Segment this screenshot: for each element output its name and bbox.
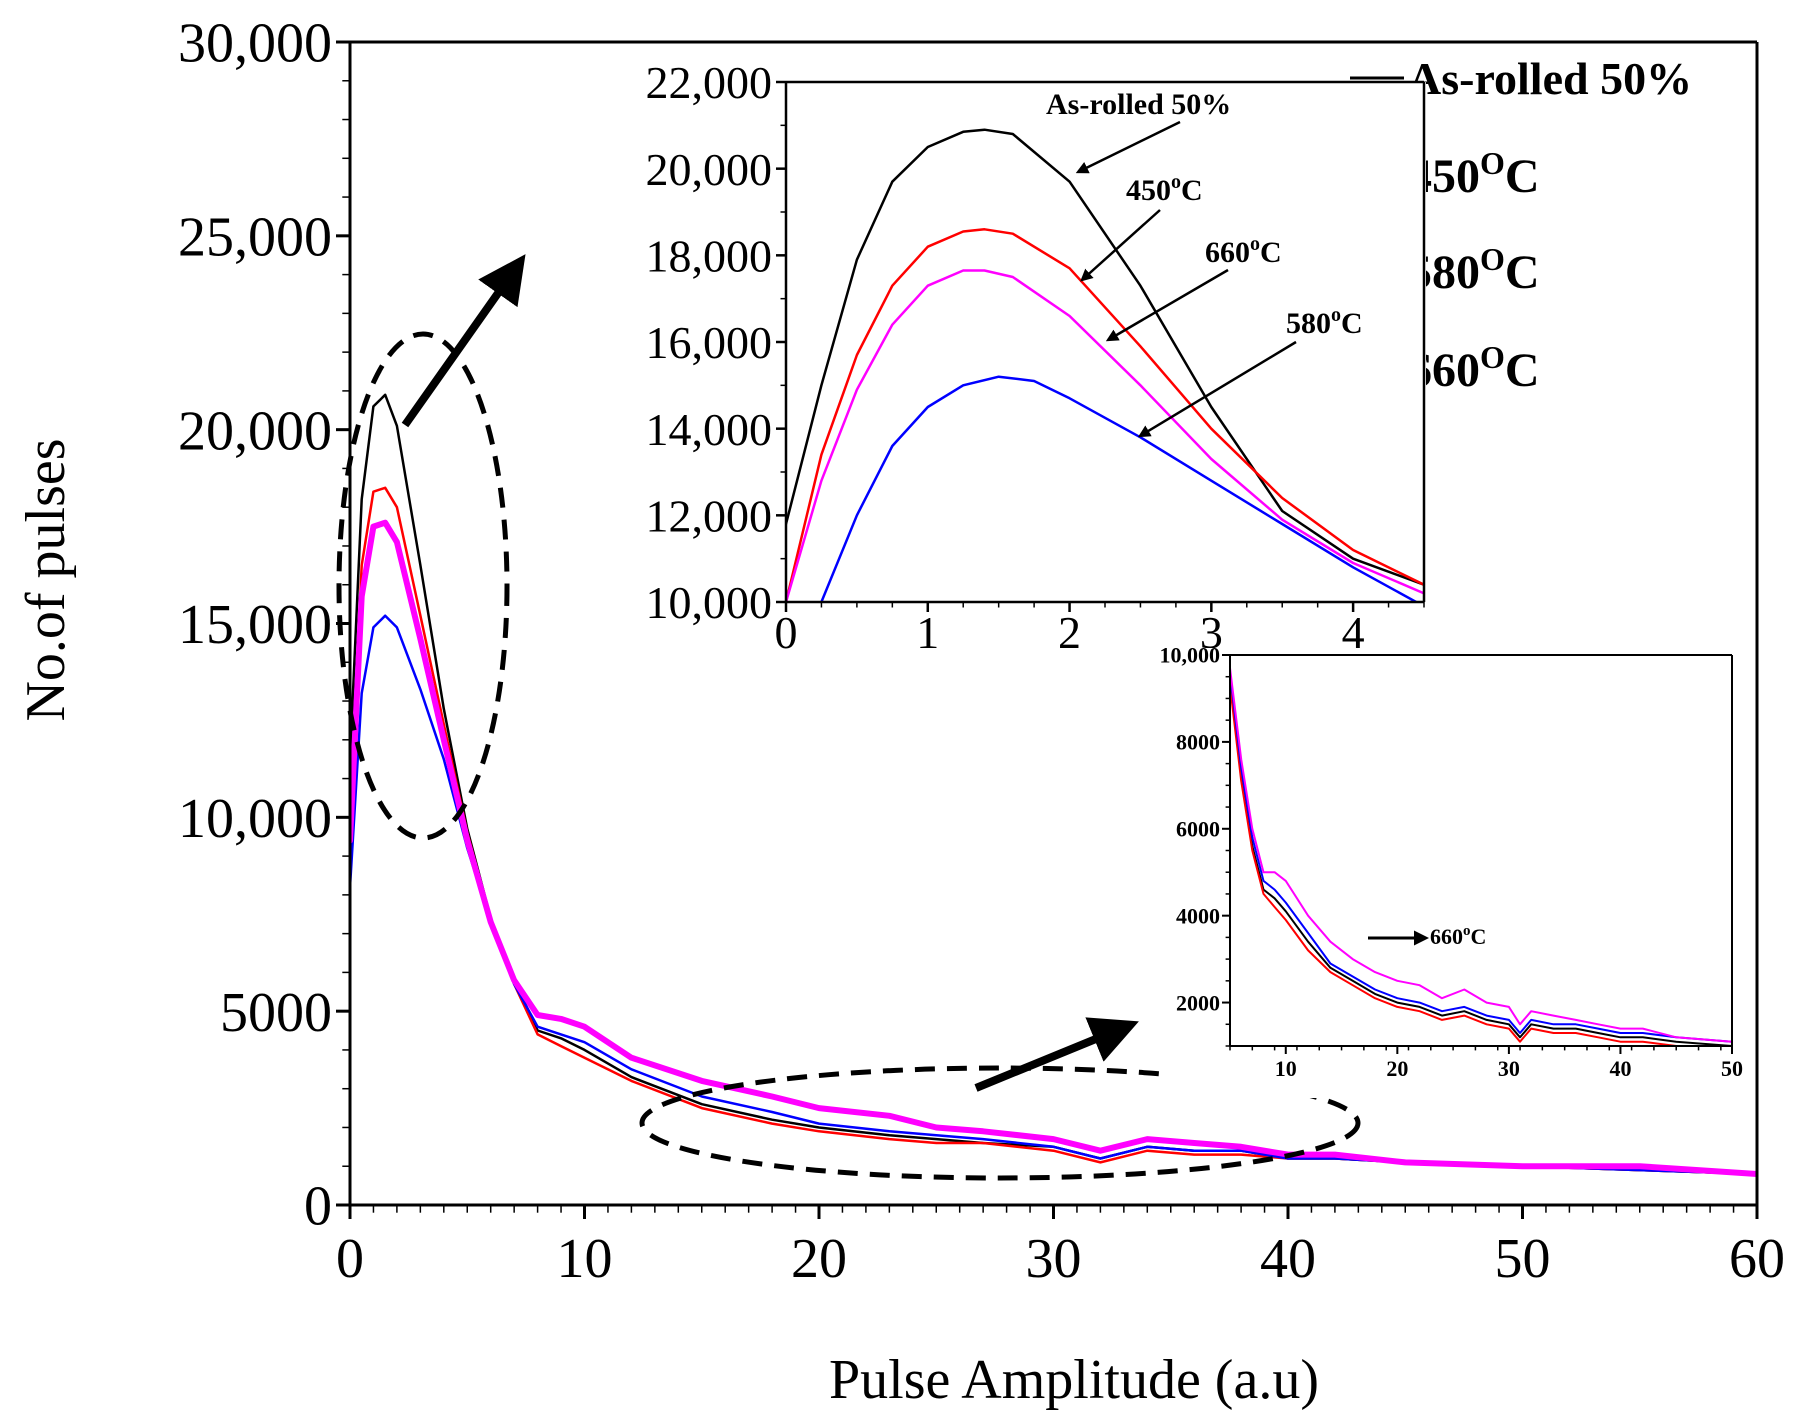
svg-text:450oC: 450oC	[1126, 171, 1203, 207]
inset-annotation-580: 580	[1286, 307, 1331, 340]
svg-text:660oC: 660oC	[1205, 233, 1282, 269]
legend-entry-as-rolled: As-rolled 50%	[1350, 53, 1692, 104]
main-series-580	[350, 614, 1757, 1176]
svg-text:As-rolled 50%: As-rolled 50%	[1046, 88, 1231, 121]
svg-text:450OC: 450OC	[1408, 145, 1540, 203]
inset-annotation-660: 660	[1205, 236, 1250, 269]
inset-annotation-450: 450	[1126, 174, 1171, 207]
svg-text:580oC: 580oC	[1286, 304, 1363, 340]
x-axis-label: Pulse Amplitude (a.u)	[829, 1349, 1319, 1411]
legend-label-as-rolled: As-rolled 50%	[1408, 53, 1692, 104]
inset-tail-series-580	[1230, 671, 1732, 1043]
main-chart: 0 10 20 30 40 50 600500010,00015,00020,00025,0…	[15, 13, 1785, 1411]
peak-highlight-ellipse	[336, 331, 510, 841]
inset-peak-x-tick-label: 0	[775, 607, 798, 658]
main-x-tick-label: 40	[1260, 1228, 1316, 1290]
inset-tail-y-tick-label: 6000	[1176, 816, 1220, 841]
inset-peak-x-tick-label: 2	[1058, 607, 1081, 658]
y-axis-label: No.of pulses	[15, 438, 77, 721]
inset-tail-series-450	[1230, 684, 1690, 1046]
inset-peak-y-tick-label: 18,000	[646, 230, 773, 281]
inset-peak-series-660	[786, 269, 1424, 602]
tail-zoom-arrow	[974, 1017, 1139, 1092]
inset-peak-x-tick-label: 3	[1200, 607, 1223, 658]
inset-peak-y-tick-label: 14,000	[646, 404, 773, 455]
inset-arrow-580	[1137, 340, 1297, 438]
celsius-unit: C	[1341, 307, 1363, 340]
main-x-tick-label: 20	[791, 1228, 847, 1290]
inset-tail-series-as-rolled-50	[1230, 675, 1732, 1046]
inset-arrow-as-rolled	[1075, 120, 1181, 174]
degree-symbol: o	[1331, 304, 1341, 326]
inset-peak-y-tick-label: 12,000	[646, 490, 773, 541]
inset-peak-series-580	[820, 375, 1419, 602]
inset-tail-x-tick-label: 50	[1721, 1056, 1743, 1081]
tail-highlight-ellipse	[639, 1065, 1361, 1181]
inset-peak-y-tick-label: 10,000	[646, 577, 773, 628]
main-y-tick-label: 5000	[220, 982, 332, 1044]
degree-symbol: O	[1480, 339, 1505, 375]
inset-tail-x-tick-label: 40	[1609, 1056, 1631, 1081]
svg-text:As-rolled 50%: As-rolled 50%	[1408, 53, 1692, 104]
celsius-unit: C	[1505, 150, 1540, 203]
inset-peak-chart: 0 1 2 3 4 10,000 12,000 14,000 16,000 18,000 20,00…	[646, 57, 1426, 658]
inset-tail-x-tick-label: 20	[1386, 1056, 1408, 1081]
main-x-tick-label: 50	[1495, 1228, 1551, 1290]
inset-tail-y-tick-label: 2000	[1176, 990, 1220, 1015]
tail-annotation-660: 660	[1430, 924, 1463, 949]
main-y-tick-label: 30,000	[178, 13, 332, 75]
inset-tail-x-tick-label: 30	[1498, 1056, 1520, 1081]
main-y-tick-label: 15,000	[178, 594, 332, 656]
celsius-unit: C	[1505, 246, 1540, 299]
svg-text:580OC: 580OC	[1408, 241, 1540, 299]
celsius-unit: C	[1260, 236, 1282, 269]
degree-symbol: O	[1480, 241, 1505, 277]
inset-peak-series-as-rolled-50	[786, 128, 1424, 586]
inset-peak-series-450	[786, 228, 1424, 602]
main-y-tick-label: 10,000	[178, 788, 332, 850]
inset-peak-y-tick-label: 20,000	[646, 144, 773, 195]
degree-symbol: o	[1463, 923, 1471, 939]
svg-text:660oC: 660oC	[1430, 923, 1486, 949]
main-y-tick-label: 25,000	[178, 206, 332, 268]
inset-tail-x-tick-label: 10	[1275, 1056, 1297, 1081]
svg-text:660OC: 660OC	[1408, 339, 1540, 397]
main-y-tick-label: 0	[304, 1176, 332, 1238]
celsius-unit: C	[1505, 344, 1540, 397]
main-x-tick-label: 10	[557, 1228, 613, 1290]
inset-peak-y-tick-label: 16,000	[646, 317, 773, 368]
peak-zoom-arrow	[401, 254, 526, 428]
celsius-unit: C	[1471, 924, 1487, 949]
inset-tail-chart: 10 20 30 40 50 2000 4000 6000 8000 10,000 660oC	[1160, 643, 1750, 1098]
degree-symbol: O	[1480, 145, 1505, 181]
inset-tail-y-tick-label: 10,000	[1160, 643, 1221, 668]
inset-peak-x-tick-label: 1	[916, 607, 939, 658]
celsius-unit: C	[1181, 174, 1203, 207]
inset-tail-series-660	[1230, 667, 1732, 1043]
inset-tail-y-tick-label: 8000	[1176, 730, 1220, 755]
inset-peak-x-tick-label: 4	[1342, 607, 1365, 658]
main-x-tick-label: 60	[1729, 1228, 1785, 1290]
main-x-tick-label: 0	[336, 1228, 364, 1290]
inset-tail-y-tick-label: 4000	[1176, 903, 1220, 928]
inset-annotation-as-rolled: As-rolled 50%	[1046, 88, 1231, 121]
inset-tail-background	[1160, 648, 1750, 1098]
inset-arrow-660	[1105, 268, 1229, 342]
inset-peak-background	[786, 82, 1426, 604]
degree-symbol: o	[1250, 233, 1260, 255]
main-x-tick-label: 30	[1026, 1228, 1082, 1290]
inset-arrow-450	[1080, 209, 1161, 282]
main-y-tick-label: 20,000	[178, 400, 332, 462]
degree-symbol: o	[1171, 171, 1181, 193]
inset-peak-y-tick-label: 22,000	[646, 57, 773, 108]
